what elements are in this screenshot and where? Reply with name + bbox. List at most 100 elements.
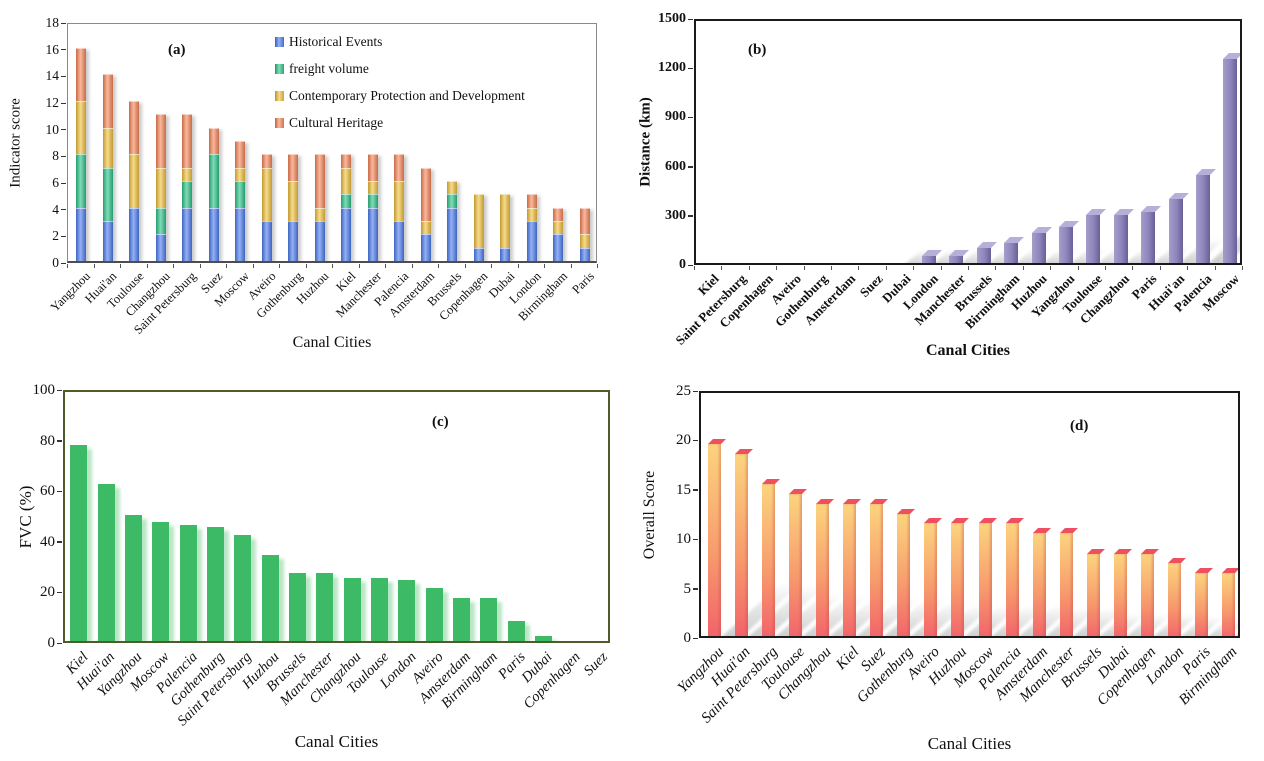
segment-freight-volume-saint-petersburg xyxy=(182,181,193,208)
panel-letter-b: (b) xyxy=(748,42,767,58)
y-tick-label-a-2: 2 xyxy=(52,228,59,244)
y-tick-mark-c xyxy=(57,541,62,543)
bar-amsterdam xyxy=(453,598,471,641)
bar-top-cap-kiel xyxy=(843,498,862,504)
y-tick-mark-b xyxy=(688,116,693,119)
y-tick-label-b-1200: 1200 xyxy=(658,60,686,76)
bar-stack-saint-petersburg xyxy=(182,114,193,261)
segment-contemporary-protection-and-development-amsterdam xyxy=(420,221,431,235)
bar-stack-dubai xyxy=(500,194,511,261)
bar-suez xyxy=(870,503,884,636)
segment-historical-events-huzhou xyxy=(314,221,325,261)
bar-top-cap-copenhagen xyxy=(1140,549,1159,555)
bar-toulouse xyxy=(1086,215,1101,263)
legend-item-freight-volume: freight volume xyxy=(275,61,525,77)
y-tick-mark-d xyxy=(693,637,698,640)
segment-contemporary-protection-and-development-dubai xyxy=(500,194,511,248)
segment-historical-events-aveiro xyxy=(261,221,272,261)
bar-stack-manchester xyxy=(367,154,378,261)
bar-toulouse xyxy=(789,493,803,636)
bar-changzhou xyxy=(816,503,830,636)
bar-top-cap-birmingham xyxy=(1221,567,1238,573)
y-tick-label-c-40: 40 xyxy=(40,533,55,550)
legend-item-historical-events: Historical Events xyxy=(275,34,525,50)
bar-gothenburg xyxy=(897,513,911,636)
y-tick-label-d-5: 5 xyxy=(683,580,692,597)
segment-historical-events-manchester xyxy=(367,207,378,261)
x-tick-mark-a xyxy=(358,264,360,268)
segment-contemporary-protection-and-development-kiel xyxy=(341,167,352,195)
y-axis-title-d: Overall Score xyxy=(641,470,658,559)
bar-palencia xyxy=(1005,523,1019,636)
bar-stack-moscow xyxy=(235,141,246,261)
bar-manchester xyxy=(949,255,964,263)
bar-stack-paris xyxy=(579,207,590,261)
segment-historical-events-toulouse xyxy=(129,207,140,261)
bar-aveiro xyxy=(425,588,443,641)
bar-top-cap-moscow xyxy=(1223,52,1240,59)
bar-stack-palencia xyxy=(394,154,405,261)
x-tick-mark-a xyxy=(570,264,572,268)
bar-stack-london xyxy=(526,194,537,261)
segment-freight-volume-kiel xyxy=(341,194,352,208)
bar-stack-amsterdam xyxy=(420,167,431,261)
y-tick-label-a-8: 8 xyxy=(52,148,59,164)
segment-historical-events-saint-petersburg xyxy=(182,207,193,261)
legend-swatch-cultural-heritage-icon xyxy=(275,118,284,128)
segment-cultural-heritage-gothenburg xyxy=(288,154,299,181)
bar-changzhou xyxy=(1113,214,1128,263)
y-axis-title-a: Indicator score xyxy=(7,98,24,188)
x-tick-mark-a xyxy=(332,264,333,268)
segment-historical-events-kiel xyxy=(341,207,352,261)
y-tick-label-c-20: 20 xyxy=(40,584,55,601)
x-tick-mark-b xyxy=(1077,266,1079,270)
x-tick-mark-b xyxy=(885,266,887,270)
segment-historical-events-palencia xyxy=(394,221,405,261)
segment-historical-events-dubai xyxy=(500,247,511,261)
bar-stack-copenhagen xyxy=(473,194,484,261)
segment-contemporary-protection-and-development-brussels xyxy=(447,181,458,195)
x-tick-mark-a xyxy=(305,264,307,268)
bar-stack-suez xyxy=(208,127,219,261)
segment-cultural-heritage-changzhou xyxy=(155,114,166,168)
bar-top-cap-london xyxy=(1167,557,1186,563)
segment-freight-volume-yangzhou xyxy=(76,154,87,208)
y-tick-mark-b xyxy=(688,215,693,217)
segment-cultural-heritage-huzhou xyxy=(314,154,325,208)
segment-contemporary-protection-and-development-changzhou xyxy=(155,167,166,208)
bar-kiel xyxy=(843,503,857,636)
y-tick-mark-a xyxy=(61,22,66,24)
panel-b-distance-chart: 0 300 600 900 1200 1500 Distance (km) Canal Cit… xyxy=(632,0,1264,380)
legend-label-cultural-heritage: Cultural Heritage xyxy=(289,115,384,130)
segment-freight-volume-suez xyxy=(208,154,219,208)
segment-contemporary-protection-and-development-huai-an xyxy=(102,127,113,168)
segment-historical-events-yangzhou xyxy=(76,207,87,261)
bar-top-cap-brussels xyxy=(976,242,997,249)
x-tick-mark-a xyxy=(120,264,121,268)
bar-stack-aveiro xyxy=(261,154,272,261)
bar-brussels xyxy=(1086,554,1100,636)
x-tick-mark-a xyxy=(67,264,68,268)
y-tick-label-b-1500: 1500 xyxy=(658,11,686,26)
x-axis-title-b: Canal Cities xyxy=(926,342,1010,359)
x-tick-mark-a xyxy=(226,264,227,268)
y-tick-label-b-900: 900 xyxy=(665,109,686,125)
segment-historical-events-brussels xyxy=(447,207,458,261)
y-tick-label-a-6: 6 xyxy=(52,175,59,190)
bar-saint-petersburg xyxy=(762,483,776,636)
y-tick-mark-d xyxy=(693,489,698,491)
y-tick-mark-a xyxy=(61,129,66,131)
y-tick-label-a-16: 16 xyxy=(45,41,60,57)
segment-cultural-heritage-suez xyxy=(208,127,219,155)
bar-changzhou xyxy=(343,577,361,641)
segment-cultural-heritage-yangzhou xyxy=(76,47,87,102)
y-tick-label-d-20: 20 xyxy=(676,432,691,449)
segment-contemporary-protection-and-development-birmingham xyxy=(553,221,564,235)
y-tick-mark-a xyxy=(61,209,66,211)
segment-historical-events-copenhagen xyxy=(473,247,484,261)
x-tick-mark-b xyxy=(1105,266,1106,270)
bar-top-cap-yangzhou xyxy=(1058,220,1079,227)
segment-contemporary-protection-and-development-copenhagen xyxy=(473,194,484,248)
y-tick-label-c-0: 0 xyxy=(47,635,56,651)
segment-historical-events-london xyxy=(526,221,537,261)
